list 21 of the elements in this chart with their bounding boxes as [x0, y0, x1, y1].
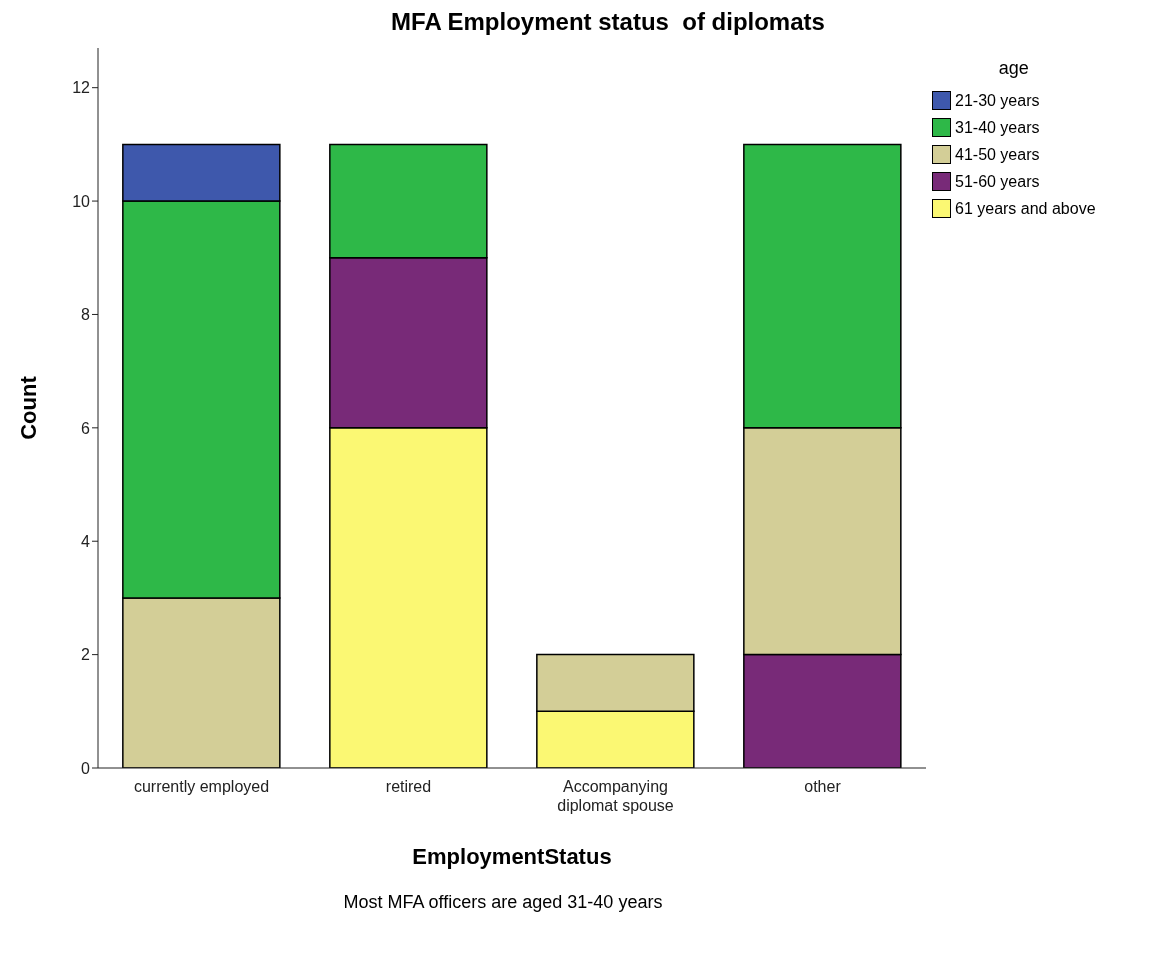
y-tick-label: 4	[81, 532, 91, 550]
y-tick-label: 12	[72, 79, 91, 97]
x-tick-label: retired	[385, 778, 432, 795]
legend-title: age	[997, 58, 1030, 79]
legend-label: 61 years and above	[955, 199, 1096, 218]
legend-label: 41-50 years	[955, 145, 1040, 164]
x-axis-title: EmploymentStatus	[412, 844, 612, 869]
legend-label: 51-60 years	[955, 172, 1040, 191]
y-tick-label: 8	[81, 306, 91, 324]
text: Most MFA officers are aged 31-40 years	[342, 892, 664, 913]
legend-label: 21-30 years	[955, 91, 1040, 110]
x-tick-label: currently employed	[133, 778, 270, 795]
legend-label: 31-40 years	[955, 118, 1040, 137]
y-tick-label: 2	[81, 646, 91, 664]
chart-title: MFA Employment status of diplomats	[390, 8, 826, 37]
y-tick-label: 10	[72, 192, 91, 210]
y-tick-label: 6	[81, 419, 91, 437]
x-tick-label: other	[804, 778, 842, 795]
x-tick-label: Accompanying diplomat spouse	[557, 778, 674, 814]
y-tick-label: 0	[81, 759, 91, 777]
y-axis-title: Count	[15, 375, 41, 440]
